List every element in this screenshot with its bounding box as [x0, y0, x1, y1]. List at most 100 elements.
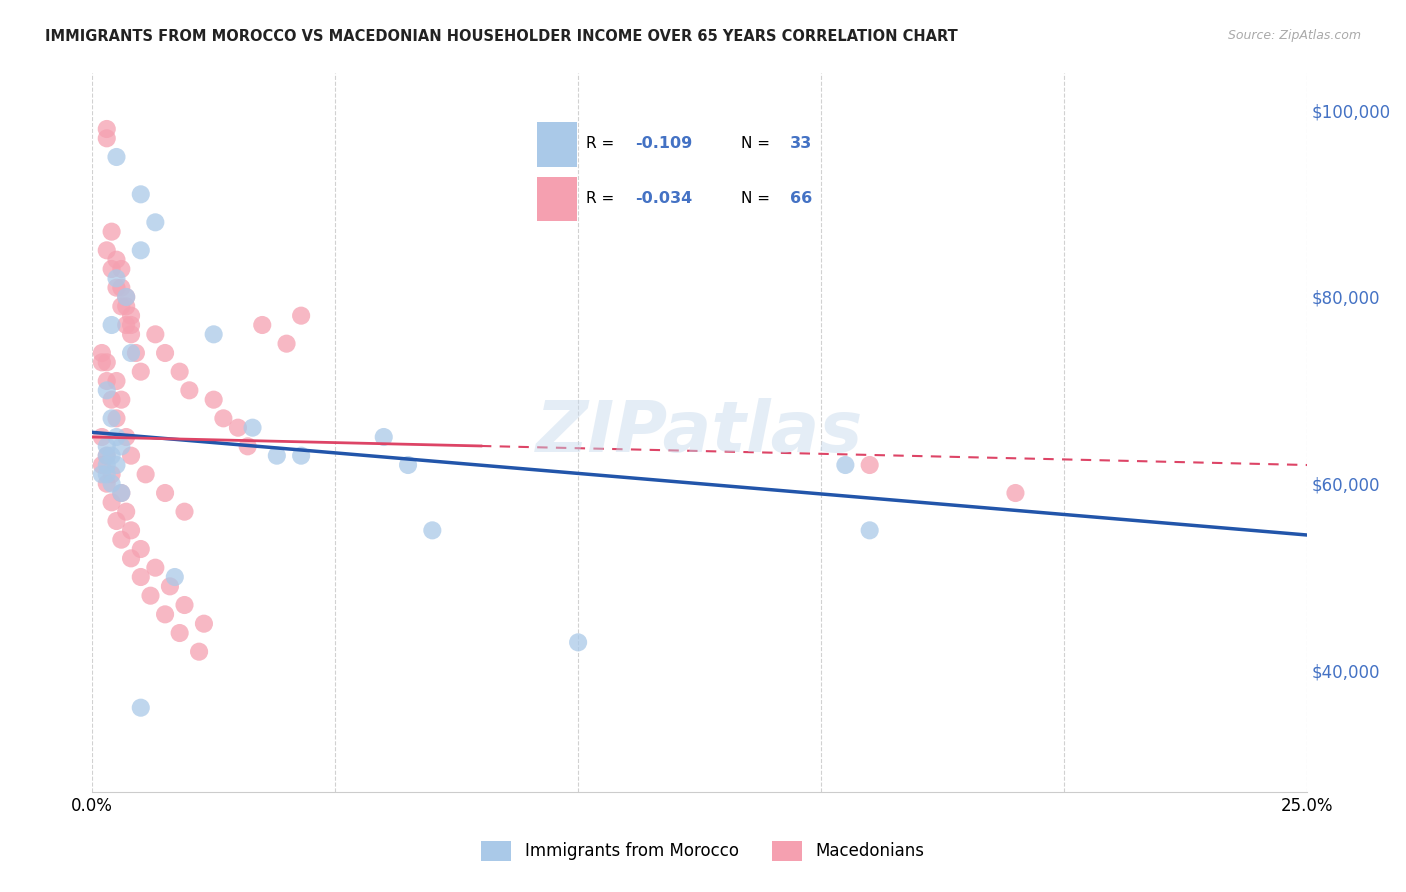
Point — [115, 505, 138, 519]
Point — [96, 439, 118, 453]
Point — [193, 616, 215, 631]
Point — [105, 252, 128, 267]
Point — [100, 392, 122, 407]
Point — [420, 524, 443, 538]
Point — [100, 225, 122, 239]
Point — [143, 215, 166, 229]
Point — [120, 318, 142, 332]
Point — [115, 290, 138, 304]
Point — [159, 579, 181, 593]
Point — [173, 598, 195, 612]
Text: IMMIGRANTS FROM MOROCCO VS MACEDONIAN HOUSEHOLDER INCOME OVER 65 YEARS CORRELATI: IMMIGRANTS FROM MOROCCO VS MACEDONIAN HO… — [45, 29, 957, 44]
Point — [96, 131, 118, 145]
Point — [110, 439, 132, 453]
Point — [188, 645, 211, 659]
Point — [236, 439, 259, 453]
Point — [290, 309, 312, 323]
Point — [110, 392, 132, 407]
Point — [129, 541, 152, 556]
Point — [110, 262, 132, 277]
Point — [373, 430, 395, 444]
Point — [143, 327, 166, 342]
Point — [163, 570, 186, 584]
Point — [110, 486, 132, 500]
Point — [1004, 486, 1026, 500]
Point — [120, 524, 142, 538]
Point — [105, 374, 128, 388]
Point — [110, 533, 132, 547]
Point — [153, 346, 176, 360]
Point — [226, 420, 249, 434]
Point — [105, 430, 128, 444]
Point — [96, 122, 118, 136]
Point — [110, 280, 132, 294]
Point — [120, 449, 142, 463]
Point — [110, 486, 132, 500]
Point — [290, 449, 312, 463]
Point — [96, 384, 118, 398]
Point — [120, 309, 142, 323]
Point — [129, 244, 152, 258]
Point — [96, 244, 118, 258]
Point — [834, 458, 856, 472]
Point — [100, 495, 122, 509]
Point — [129, 187, 152, 202]
Point — [105, 514, 128, 528]
Point — [100, 476, 122, 491]
Point — [242, 420, 264, 434]
Point — [110, 299, 132, 313]
Point — [266, 449, 288, 463]
Point — [96, 476, 118, 491]
Point — [173, 505, 195, 519]
Point — [169, 626, 191, 640]
Point — [100, 467, 122, 482]
Point — [90, 430, 112, 444]
Point — [105, 271, 128, 285]
Point — [96, 449, 118, 463]
Point — [129, 700, 152, 714]
Point — [100, 262, 122, 277]
Point — [169, 365, 191, 379]
Point — [90, 458, 112, 472]
Point — [120, 327, 142, 342]
Point — [567, 635, 589, 649]
Text: Source: ZipAtlas.com: Source: ZipAtlas.com — [1227, 29, 1361, 42]
Point — [96, 449, 118, 463]
Point — [115, 290, 138, 304]
Point — [252, 318, 274, 332]
Point — [120, 551, 142, 566]
Point — [96, 467, 118, 482]
Point — [153, 607, 176, 622]
Point — [396, 458, 419, 472]
Point — [202, 392, 225, 407]
Point — [125, 346, 148, 360]
Point — [90, 355, 112, 369]
Point — [105, 411, 128, 425]
Point — [115, 299, 138, 313]
Point — [153, 486, 176, 500]
Point — [179, 384, 201, 398]
Point — [90, 346, 112, 360]
Point — [105, 150, 128, 164]
Point — [100, 318, 122, 332]
Point — [120, 346, 142, 360]
Point — [202, 327, 225, 342]
Point — [139, 589, 162, 603]
Point — [100, 411, 122, 425]
Point — [135, 467, 157, 482]
Point — [115, 430, 138, 444]
Point — [276, 336, 298, 351]
Point — [115, 318, 138, 332]
Point — [859, 458, 882, 472]
Point — [100, 449, 122, 463]
Point — [105, 458, 128, 472]
Point — [129, 570, 152, 584]
Point — [143, 560, 166, 574]
Point — [96, 458, 118, 472]
Point — [859, 524, 882, 538]
Legend: Immigrants from Morocco, Macedonians: Immigrants from Morocco, Macedonians — [475, 834, 931, 868]
Point — [90, 467, 112, 482]
Point — [105, 280, 128, 294]
Point — [212, 411, 235, 425]
Point — [96, 355, 118, 369]
